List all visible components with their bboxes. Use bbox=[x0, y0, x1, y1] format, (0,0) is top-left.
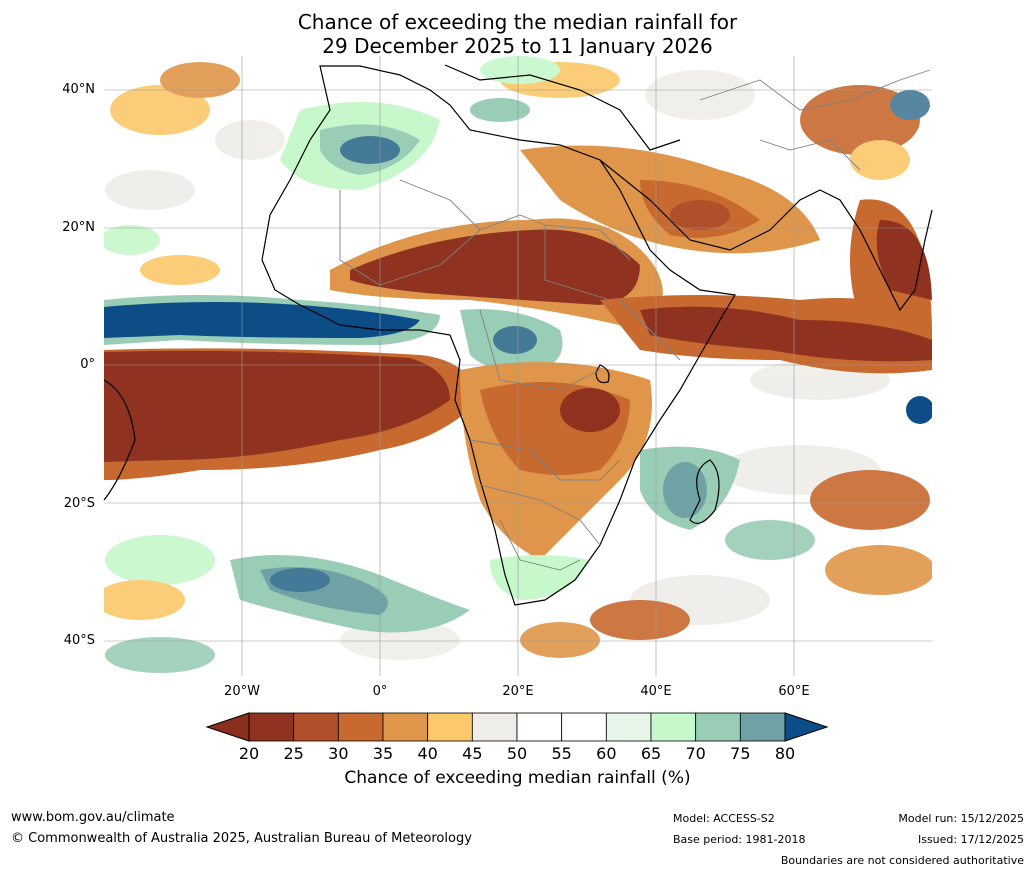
map-title-line1: Chance of exceeding the median rainfall … bbox=[297, 10, 738, 34]
colorbar-box bbox=[293, 712, 339, 742]
lat-label-40s: 40°S bbox=[63, 633, 95, 648]
map-title-line2: 29 December 2025 to 11 January 2026 bbox=[322, 34, 713, 58]
lat-label-40n: 40°N bbox=[62, 82, 95, 97]
colorbar-over-arrow bbox=[784, 712, 829, 742]
lon-label-60e: 60°E bbox=[778, 684, 810, 699]
colorbar-box bbox=[248, 712, 295, 742]
lat-label-20s: 20°S bbox=[63, 496, 95, 511]
colorbar-tick-label: 80 bbox=[774, 744, 796, 763]
colorbar-box bbox=[650, 712, 697, 742]
colorbar-box bbox=[695, 712, 741, 742]
colorbar-boxes bbox=[248, 712, 786, 742]
colorbar-box bbox=[471, 712, 518, 742]
colorbar-tick-label: 60 bbox=[596, 744, 617, 763]
base-period: Base period: 1981-2018 bbox=[673, 833, 806, 846]
colorbar-tick-label: 45 bbox=[462, 744, 483, 763]
issued-date: Issued: 17/12/2025 bbox=[917, 833, 1024, 846]
colorbar-box bbox=[605, 712, 652, 742]
lat-label-0: 0° bbox=[80, 357, 95, 372]
colorbar-tick-label: 55 bbox=[551, 744, 572, 763]
colorbar-box bbox=[427, 712, 473, 742]
colorbar-tick-label: 65 bbox=[640, 744, 662, 763]
copyright-text: © Commonwealth of Australia 2025, Austra… bbox=[11, 831, 472, 846]
lat-label-20n: 20°N bbox=[62, 220, 95, 235]
lon-label-0: 0° bbox=[372, 684, 388, 699]
colorbar-box bbox=[561, 712, 607, 742]
website-link[interactable]: www.bom.gov.au/climate bbox=[11, 810, 175, 825]
rainfall-field bbox=[104, 56, 932, 676]
model-run-date: Model run: 15/12/2025 bbox=[898, 812, 1024, 825]
colorbar-box bbox=[739, 712, 786, 742]
coastlines bbox=[103, 64, 933, 606]
colorbar bbox=[205, 712, 829, 742]
boundaries-disclaimer: Boundaries are not considered authoritat… bbox=[780, 854, 1024, 867]
colorbar-tick-label: 25 bbox=[283, 744, 304, 763]
colorbar-tick-label: 40 bbox=[417, 744, 438, 763]
colorbar-box bbox=[337, 712, 384, 742]
lon-label-40e: 40°E bbox=[640, 684, 672, 699]
graticule bbox=[104, 56, 932, 676]
background-speckle bbox=[104, 56, 932, 673]
colorbar-tick-label: 20 bbox=[238, 744, 260, 763]
lon-label-20e: 20°E bbox=[502, 684, 534, 699]
model-name: Model: ACCESS-S2 bbox=[673, 812, 775, 825]
colorbar-box bbox=[516, 712, 563, 742]
colorbar-under-arrow bbox=[205, 712, 250, 742]
colorbar-tick-label: 75 bbox=[730, 744, 751, 763]
country-borders bbox=[339, 69, 931, 571]
colorbar-tick-label: 70 bbox=[685, 744, 706, 763]
lon-label-20w: 20°W bbox=[224, 684, 260, 699]
colorbar-tick-label: 30 bbox=[328, 744, 349, 763]
colorbar-label: Chance of exceeding median rainfall (%) bbox=[344, 768, 691, 788]
colorbar-box bbox=[382, 712, 429, 742]
colorbar-tick-label: 35 bbox=[372, 744, 394, 763]
colorbar-tick-label: 50 bbox=[506, 744, 528, 763]
